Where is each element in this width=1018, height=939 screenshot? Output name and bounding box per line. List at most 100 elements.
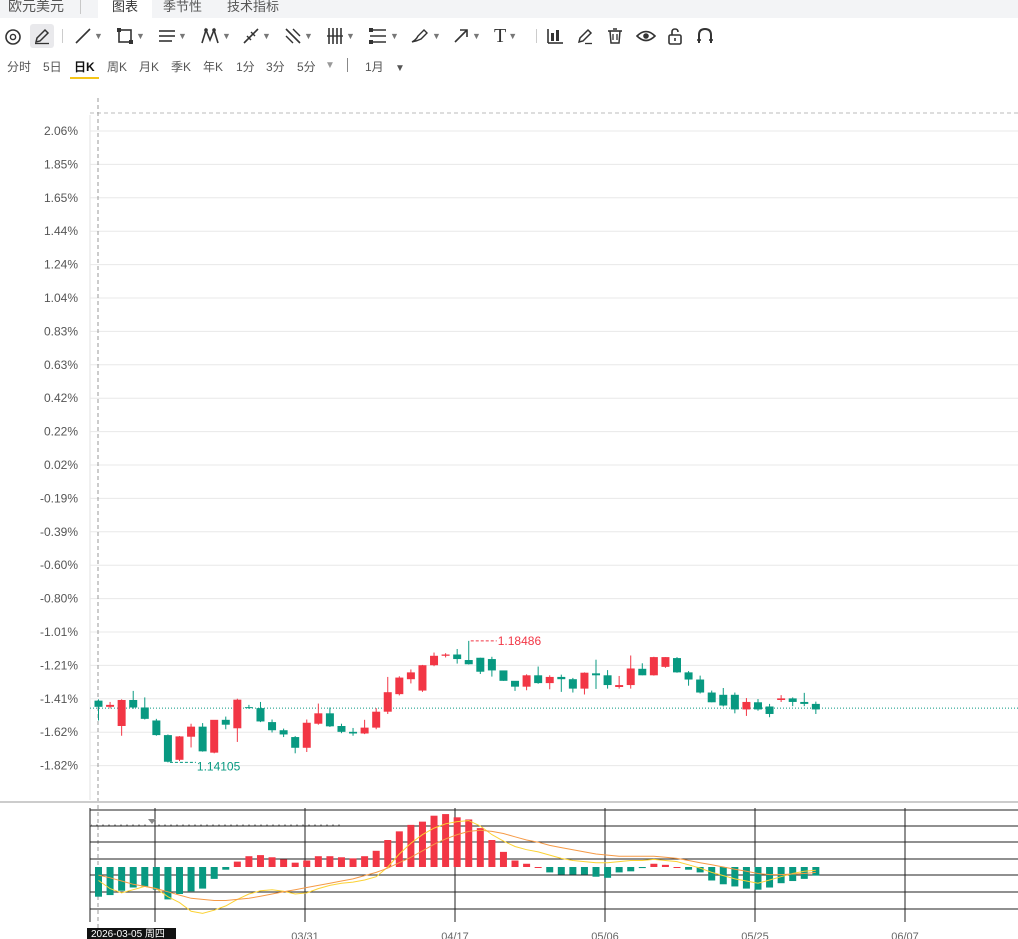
macd-bar: [141, 867, 149, 887]
period-intraday[interactable]: 分时: [7, 60, 32, 74]
title-divider: [80, 0, 81, 14]
chevron-down-icon: ▼: [304, 31, 313, 41]
period-5min[interactable]: 5分: [297, 60, 316, 74]
x-tick-label: 05/25: [741, 931, 769, 939]
candle-body: [175, 736, 184, 760]
chevron-down-icon: ▼: [472, 31, 481, 41]
period-yearly[interactable]: 年K: [203, 60, 224, 74]
candle-body: [140, 707, 149, 719]
period-quarterly[interactable]: 季K: [171, 60, 192, 74]
candle-body: [811, 703, 820, 710]
candle-body: [788, 698, 797, 702]
lock-icon[interactable]: [666, 24, 684, 48]
candle-body: [325, 713, 334, 727]
macd-bar: [534, 867, 542, 868]
macd-bar: [199, 867, 207, 889]
macd-bar: [361, 856, 369, 867]
macd-bar: [708, 867, 716, 881]
candle-body: [753, 702, 762, 710]
candle-body: [268, 722, 277, 731]
chevron-down-icon: ▼: [94, 31, 103, 41]
candle-body: [487, 659, 496, 671]
range-select[interactable]: 1月 ▼: [365, 58, 405, 75]
trash-icon[interactable]: [606, 24, 624, 48]
y-tick-label: -1.41%: [40, 692, 78, 706]
crosshair-date-box: [87, 928, 176, 939]
text-icon[interactable]: T ▼: [494, 24, 517, 48]
candle-body: [534, 675, 543, 684]
candle-body: [557, 676, 566, 680]
period-3min[interactable]: 3分: [266, 60, 285, 74]
candle-body: [800, 701, 809, 704]
tab-indicators[interactable]: 技术指标: [227, 0, 280, 14]
y-tick-label: 2.06%: [44, 124, 78, 138]
pencil-icon[interactable]: [30, 24, 54, 48]
macd-bar: [754, 867, 762, 890]
x-tick-label: 04/17: [441, 931, 469, 939]
macd-bar: [557, 867, 565, 875]
fork-icon[interactable]: ▼: [284, 24, 313, 48]
pattern-icon[interactable]: ▼: [200, 24, 231, 48]
macd-bar: [222, 867, 230, 870]
chevron-down-icon: ▼: [178, 31, 187, 41]
bar-chart-icon[interactable]: [546, 24, 564, 48]
period-weekly[interactable]: 周K: [107, 60, 128, 74]
toolbar-divider: [536, 29, 537, 43]
candle-body: [673, 658, 681, 673]
min-price-label: 1.14105: [197, 759, 241, 773]
crosshair-date-label: 2026-03-05 周四: [91, 928, 165, 939]
fib-levels-icon[interactable]: ▼: [368, 24, 399, 48]
period-monthly[interactable]: 月K: [139, 60, 160, 74]
candle-body: [615, 685, 624, 687]
period-daily[interactable]: 日K: [74, 60, 95, 74]
y-tick-label: -0.80%: [40, 592, 78, 606]
rectangle-icon[interactable]: ▼: [116, 24, 145, 48]
macd-slow-line: [98, 829, 816, 901]
macd-bar: [592, 867, 600, 877]
period-bar: 分时 5日 日K 周K 月K 季K 年K 1分 3分 5分 ▼ 1月 ▼: [0, 52, 1018, 80]
parallel-lines-icon[interactable]: ▼: [158, 24, 187, 48]
top-tab-bar: 欧元美元 图表 季节性 技术指标: [0, 0, 1018, 18]
line-icon[interactable]: ▼: [74, 24, 103, 48]
chevron-down-icon: ▼: [395, 63, 405, 74]
edit-icon[interactable]: [576, 24, 594, 48]
macd-bar: [372, 850, 380, 867]
y-tick-label: 0.02%: [44, 458, 78, 472]
magnet-icon[interactable]: [3, 24, 23, 48]
arrow-icon[interactable]: ▼: [452, 24, 481, 48]
candle-body: [418, 665, 427, 691]
y-tick-label: 1.44%: [44, 224, 78, 238]
candle-body: [210, 719, 219, 753]
macd-bar: [453, 817, 461, 867]
magnet-u-icon[interactable]: [696, 24, 714, 48]
eye-icon[interactable]: [636, 24, 656, 48]
candle-body: [406, 672, 415, 680]
candle-body: [198, 726, 207, 752]
candle-body: [395, 677, 404, 695]
candle-body: [302, 722, 311, 748]
candle-body: [233, 699, 242, 729]
y-tick-label: -1.21%: [40, 658, 78, 672]
macd-bar: [407, 824, 415, 867]
candle-body: [603, 675, 612, 686]
chevron-down-icon[interactable]: ▼: [325, 60, 335, 71]
candle-body: [279, 730, 288, 735]
period-5d[interactable]: 5日: [43, 60, 62, 74]
y-tick-label: 1.65%: [44, 191, 78, 205]
tab-chart[interactable]: 图表: [98, 0, 153, 18]
macd-bar: [696, 867, 704, 873]
ruler-icon[interactable]: ▼: [242, 24, 271, 48]
period-1min[interactable]: 1分: [236, 60, 255, 74]
macd-bar: [384, 840, 392, 867]
grid-bars-icon[interactable]: ▼: [326, 24, 355, 48]
tab-seasonality[interactable]: 季节性: [163, 0, 203, 14]
chevron-down-icon: ▼: [222, 31, 231, 41]
macd-bar: [430, 815, 438, 867]
candle-body: [94, 700, 103, 707]
candle-body: [244, 707, 253, 709]
brush-icon[interactable]: ▼: [410, 24, 441, 48]
candle-body: [684, 672, 693, 680]
candle-body: [545, 676, 554, 684]
macd-bar: [291, 862, 299, 867]
